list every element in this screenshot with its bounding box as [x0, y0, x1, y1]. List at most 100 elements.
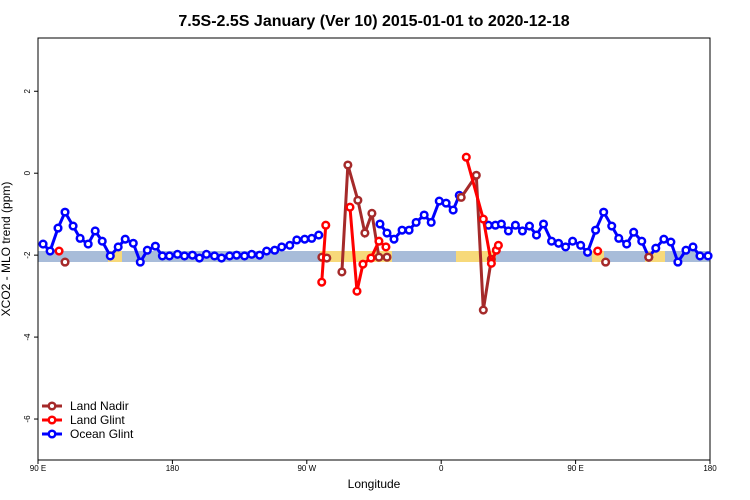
- point: [695, 251, 705, 261]
- point: [703, 251, 713, 261]
- legend-marker: [47, 429, 57, 439]
- point: [45, 246, 55, 256]
- point: [576, 240, 586, 250]
- point: [164, 251, 174, 261]
- point: [568, 236, 578, 246]
- point: [659, 234, 669, 244]
- point: [172, 249, 183, 259]
- point: [375, 219, 385, 229]
- x-tick-label: 0: [439, 464, 444, 473]
- point: [321, 220, 331, 230]
- point: [538, 219, 549, 229]
- point: [285, 240, 295, 250]
- point: [461, 152, 471, 162]
- point: [255, 250, 265, 260]
- point: [434, 196, 444, 206]
- point: [441, 198, 451, 208]
- chart-title: 7.5S-2.5S January (Ver 10) 2015-01-01 to…: [178, 13, 569, 30]
- point: [75, 233, 85, 243]
- point: [510, 220, 520, 230]
- point: [352, 286, 362, 296]
- point: [389, 234, 399, 244]
- point: [179, 251, 190, 261]
- point: [493, 240, 503, 250]
- point: [360, 228, 370, 238]
- point: [517, 226, 527, 236]
- point: [262, 246, 272, 256]
- point: [688, 242, 698, 252]
- point: [314, 230, 324, 240]
- x-tick-label: 90 E: [30, 464, 46, 473]
- point: [496, 219, 506, 229]
- y-tick-label: 2: [23, 88, 32, 93]
- point: [374, 252, 384, 262]
- point: [374, 236, 384, 246]
- y-tick-label: -2: [23, 251, 32, 259]
- point: [232, 250, 242, 260]
- point: [531, 230, 542, 240]
- legend-marker: [47, 401, 57, 411]
- point: [317, 277, 327, 287]
- y-tick-label: -4: [23, 333, 32, 341]
- point: [426, 217, 436, 227]
- point: [53, 223, 63, 233]
- point: [128, 238, 138, 248]
- point: [601, 257, 611, 267]
- plot-frame: [37, 37, 711, 461]
- point: [225, 251, 235, 261]
- point: [582, 247, 593, 257]
- point: [105, 251, 115, 261]
- point: [614, 233, 624, 243]
- point: [478, 305, 488, 315]
- point: [247, 249, 257, 259]
- point: [307, 233, 317, 243]
- point: [54, 246, 64, 256]
- x-tick-label: 90 W: [297, 464, 316, 473]
- x-tick-label: 180: [166, 464, 180, 473]
- legend-marker: [47, 415, 57, 425]
- point: [554, 238, 564, 248]
- legend-label: Land Nadir: [70, 399, 129, 413]
- point: [270, 245, 280, 255]
- x-tick-label: 180: [703, 464, 717, 473]
- point: [607, 221, 617, 231]
- point: [622, 239, 632, 249]
- point: [157, 251, 167, 261]
- point: [239, 251, 250, 261]
- point: [135, 257, 145, 267]
- point: [38, 239, 48, 249]
- point: [68, 221, 78, 231]
- point: [411, 217, 421, 227]
- point: [60, 257, 70, 267]
- point: [343, 160, 353, 170]
- point: [83, 239, 93, 249]
- point: [524, 221, 535, 231]
- point: [637, 236, 647, 246]
- point: [673, 257, 683, 267]
- point: [292, 235, 302, 245]
- point: [419, 210, 429, 220]
- point: [60, 207, 70, 217]
- point: [277, 242, 287, 252]
- point: [194, 253, 204, 263]
- point: [547, 236, 557, 246]
- y-axis-label: XCO2 - MLO trend (ppm): [0, 182, 13, 317]
- point: [209, 251, 220, 261]
- point: [90, 226, 100, 236]
- legend-label: Ocean Glint: [70, 427, 134, 441]
- point: [150, 241, 160, 251]
- point: [404, 225, 414, 235]
- point: [591, 225, 601, 235]
- point: [337, 267, 347, 277]
- point: [353, 195, 363, 205]
- point: [666, 237, 676, 247]
- point: [216, 253, 227, 263]
- point: [471, 170, 481, 180]
- point: [561, 242, 571, 252]
- point: [593, 246, 603, 256]
- point: [322, 253, 332, 263]
- point: [366, 253, 376, 263]
- point: [486, 258, 496, 268]
